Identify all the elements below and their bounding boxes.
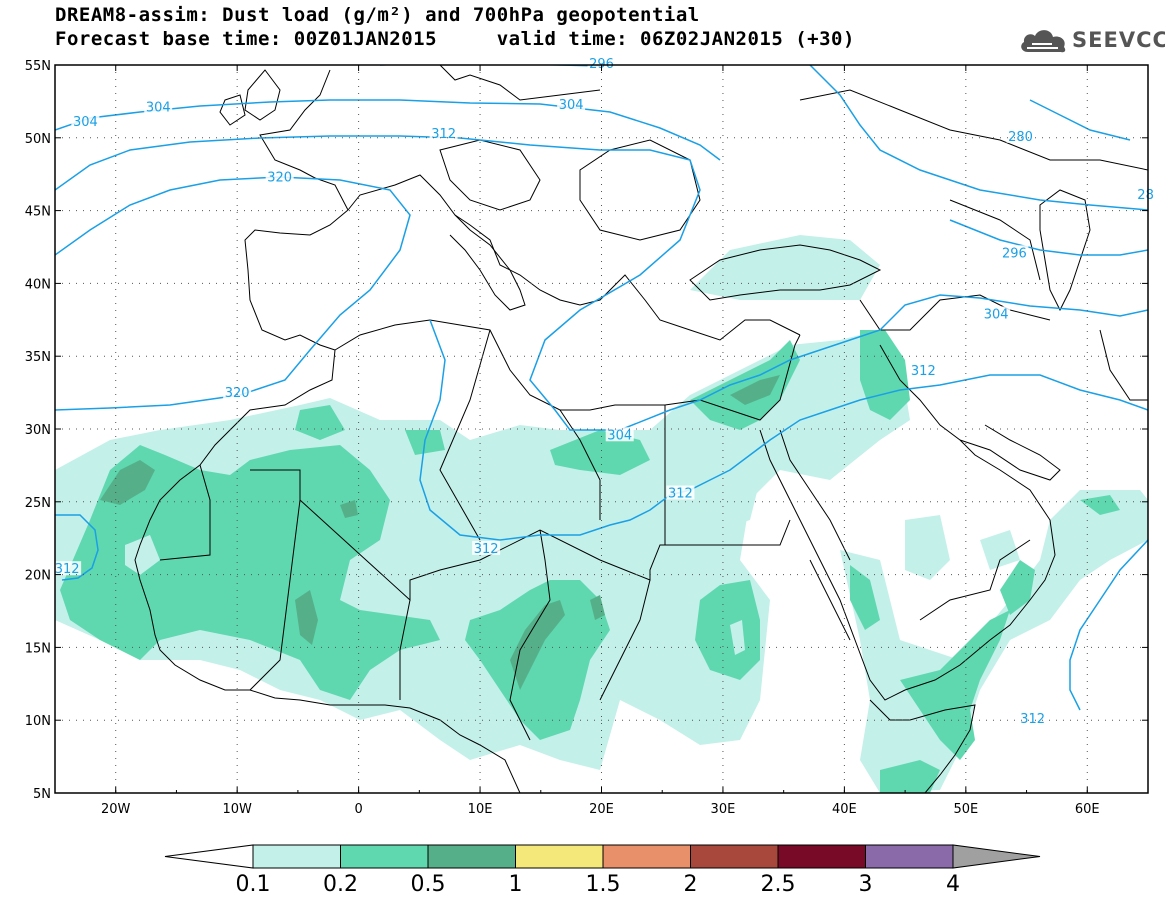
seevccc-logo: SEEVCCC — [1018, 20, 1165, 60]
coastlines — [134, 65, 1148, 793]
contour-label: 280 — [1008, 130, 1033, 145]
colorbar-box — [515, 844, 604, 869]
lat-tick-label: 15N — [25, 641, 51, 656]
contour-label: 320 — [267, 171, 292, 186]
contour-label: 304 — [984, 307, 1009, 322]
contour-label: 320 — [225, 386, 250, 401]
contour-label-bg — [472, 540, 501, 555]
contour-label: 304 — [146, 101, 171, 116]
title-line-2: Forecast base time: 00Z01JAN2015 valid t… — [55, 28, 855, 50]
lat-tick-label: 25N — [25, 496, 51, 511]
contour-label-bg — [223, 385, 252, 400]
lon-tick-label: 40E — [832, 802, 857, 817]
dust-level-0.5 — [100, 375, 780, 690]
contour-label-bg — [605, 427, 634, 442]
colorbar-label: 2 — [684, 872, 698, 897]
longitude-ticks: 20W 10W 0 10E 20E 30E 40E 50E 60E — [54, 65, 1149, 817]
lat-tick-label: 5N — [33, 787, 51, 802]
contour-label-bg — [557, 96, 586, 111]
colorbar-low-triangle — [164, 844, 254, 869]
colorbar-label: 3 — [859, 872, 873, 897]
contour-label: 304 — [73, 115, 98, 130]
colorbar-box — [252, 844, 341, 869]
contour-label: 312 — [474, 542, 499, 557]
title-line-1: DREAM8-assim: Dust load (g/m²) and 700hP… — [55, 4, 700, 26]
contour-label: 312 — [911, 364, 936, 379]
colorbar-label: 0.1 — [236, 872, 271, 897]
colorbar-box — [777, 844, 866, 869]
contour-label-bg — [1006, 128, 1035, 143]
colorbar-box — [690, 844, 779, 869]
lon-tick-label: 10E — [468, 802, 493, 817]
lon-tick-label: 0 — [354, 802, 362, 817]
lat-tick-label: 35N — [25, 350, 51, 365]
contour-label-bg — [666, 485, 695, 500]
lat-tick-label: 20N — [25, 569, 51, 584]
graticule — [55, 65, 1148, 793]
cloud-icon — [1021, 30, 1066, 53]
contour-label: 304 — [607, 428, 632, 443]
colorbar-box — [602, 844, 691, 869]
lat-tick-label: 40N — [25, 277, 51, 292]
latitude-ticks: 55N 50N 45N 40N 35N 30N 25N 20N 15N 10N 5N — [25, 59, 1148, 802]
contour-label: 312 — [1020, 712, 1045, 727]
lat-tick-label: 50N — [25, 132, 51, 147]
contour-label: 312 — [431, 127, 456, 142]
logo-text: SEEVCCC — [1072, 28, 1165, 52]
contour-label-bg — [587, 56, 616, 70]
contour-label-bg — [53, 561, 82, 576]
lon-tick-label: 20E — [589, 802, 614, 817]
dust-holes — [125, 535, 745, 655]
contour-label-bg — [429, 125, 458, 140]
lon-tick-label: 30E — [711, 802, 736, 817]
contour-label: 304 — [559, 98, 584, 113]
colorbar-box — [427, 844, 516, 869]
contour-label: 312 — [55, 562, 80, 577]
lon-tick-label: 60E — [1075, 802, 1100, 817]
lat-tick-label: 55N — [25, 59, 51, 74]
contour-label-bg — [982, 306, 1011, 321]
lat-tick-label: 30N — [25, 423, 51, 438]
contour-label-bg — [1018, 711, 1047, 726]
contour-label-bg — [1135, 187, 1156, 202]
colorbar-label: 1 — [509, 872, 523, 897]
contour-label: 28 — [1137, 188, 1154, 203]
colorbar: 0.1 0.2 0.5 1 1.5 2 2.5 3 4 — [164, 844, 1041, 897]
colorbar-label: 4 — [946, 872, 960, 897]
colorbar-label: 2.5 — [761, 872, 796, 897]
colorbar-box — [340, 844, 429, 869]
colorbar-high-triangle — [952, 844, 1041, 869]
contour-label-bg — [909, 363, 938, 378]
contour-label-bg — [71, 114, 100, 129]
lat-tick-label: 10N — [25, 714, 51, 729]
lon-tick-label: 10W — [222, 802, 252, 817]
lon-tick-label: 20W — [101, 802, 131, 817]
colorbar-box — [865, 844, 954, 869]
lat-tick-label: 45N — [25, 205, 51, 220]
contour-label-bg — [265, 169, 294, 184]
colorbar-label: 0.5 — [411, 872, 446, 897]
lon-tick-label: 50E — [953, 802, 978, 817]
contour-label: 312 — [668, 487, 693, 502]
colorbar-label: 0.2 — [323, 872, 358, 897]
contour-label: 296 — [1002, 246, 1027, 261]
colorbar-label: 1.5 — [586, 872, 621, 897]
contour-label-bg — [144, 99, 173, 114]
contour-label-bg — [1000, 245, 1029, 260]
